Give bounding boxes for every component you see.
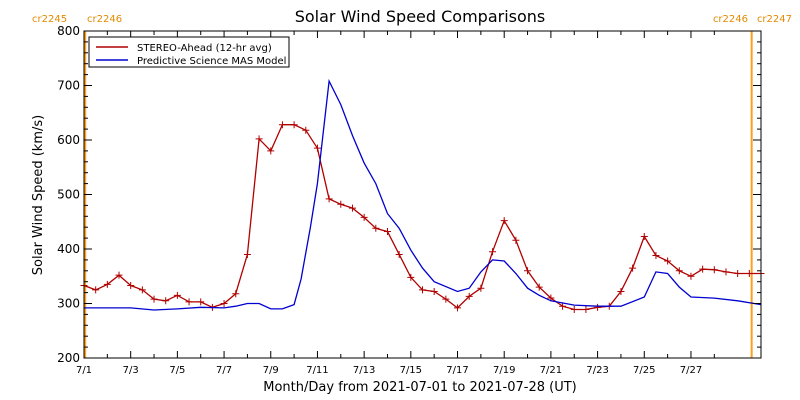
data-point-marker [640,232,648,240]
y-tick-label: 300 [57,297,80,311]
x-tick-label: 7/19 [493,365,515,376]
x-tick-label: 7/13 [353,365,375,376]
y-tick-label: 800 [57,24,80,38]
series-line-model [84,78,762,311]
data-point-marker [477,284,485,292]
x-axis: 7/1 7/3 7/5 7/7 7/9 7/11 7/13 7/15 7/17 7/19 7/21 7… [76,31,715,376]
carrington-left-label-1: cr2245 [32,14,67,25]
x-tick-label: 7/5 [169,365,185,376]
data-point-marker [652,252,660,260]
x-tick-label: 7/23 [586,365,608,376]
data-point-marker [617,288,625,296]
y-tick-label: 200 [57,351,80,365]
data-point-marker [255,135,263,143]
data-point-marker [395,250,403,258]
data-point-marker [302,126,310,134]
data-point-marker [722,268,730,276]
data-point-marker [582,305,590,313]
data-point-marker [337,200,345,208]
carrington-left-label-2: cr2246 [87,14,122,25]
data-point-marker [489,248,497,256]
data-point-marker [162,297,170,305]
data-point-marker [267,147,275,155]
data-point-marker [594,303,602,311]
data-point-marker [150,295,158,303]
legend: STEREO-Ahead (12-hr avg) Predictive Scie… [88,36,290,68]
data-point-marker [629,264,637,272]
data-point-marker [535,283,543,291]
data-point-marker [197,298,205,306]
x-tick-label: 7/7 [216,365,232,376]
data-point-marker [675,267,683,275]
x-tick-label: 7/27 [680,365,702,376]
series-line-stereo [83,124,761,311]
data-point-marker [442,295,450,303]
data-point-marker [500,217,508,225]
data-point-marker [570,305,578,313]
data-point-marker [243,250,251,258]
data-point-marker [512,236,520,244]
data-point-marker [524,267,532,275]
y-axis: 200 300 400 500 600 700 800 [57,24,761,365]
y-tick-label: 500 [57,188,80,202]
x-tick-label: 7/25 [633,365,655,376]
data-point-marker [278,121,286,129]
y-tick-label: 700 [57,79,80,93]
data-point-marker [103,280,111,288]
data-point-marker [465,292,473,300]
y-tick-label: 400 [57,242,80,256]
x-tick-label: 7/1 [76,365,92,376]
carrington-right-label-1: cr2246 [713,14,748,25]
legend-label-stereo: STEREO-Ahead (12-hr avg) [137,43,272,54]
series-layer [80,78,765,313]
data-point-marker [127,282,135,290]
y-tick-label: 600 [57,133,80,147]
data-point-marker [173,291,181,299]
data-point-marker [220,300,228,307]
x-tick-label: 7/21 [540,365,562,376]
data-point-marker [290,121,298,129]
data-point-marker [313,144,321,152]
data-point-marker [559,302,567,310]
data-point-marker [687,272,695,280]
data-point-marker [360,213,368,221]
data-point-marker [372,224,380,232]
data-point-marker [383,228,391,236]
data-point-marker [699,265,707,273]
data-point-marker [407,273,415,281]
x-tick-label: 7/3 [123,365,139,376]
x-tick-label: 7/15 [400,365,422,376]
data-point-marker [185,298,193,306]
legend-box [88,36,290,68]
x-axis-label: Month/Day from 2021-07-01 to 2021-07-28 … [263,380,576,395]
data-point-marker [348,204,356,212]
x-tick-label: 7/9 [263,365,279,376]
chart-title: Solar Wind Speed Comparisons [295,7,546,26]
carrington-labels: cr2245 cr2246 cr2246 cr2247 [32,14,792,25]
legend-label-model: Predictive Science MAS Model [137,56,286,67]
data-point-marker [232,290,240,298]
x-tick-label: 7/17 [446,365,468,376]
data-point-marker [454,304,462,312]
y-axis-label: Solar Wind Speed (km/s) [31,115,46,275]
carrington-right-label-2: cr2247 [757,14,792,25]
x-tick-label: 7/11 [306,365,328,376]
data-point-marker [664,257,672,265]
data-point-marker [430,288,438,296]
data-point-marker [710,266,718,274]
data-point-marker [138,286,146,294]
data-point-marker [745,270,753,278]
data-point-marker [92,286,100,294]
data-point-marker [115,271,123,279]
data-point-marker [734,270,742,278]
data-point-marker [325,195,333,203]
data-point-marker [419,286,426,294]
